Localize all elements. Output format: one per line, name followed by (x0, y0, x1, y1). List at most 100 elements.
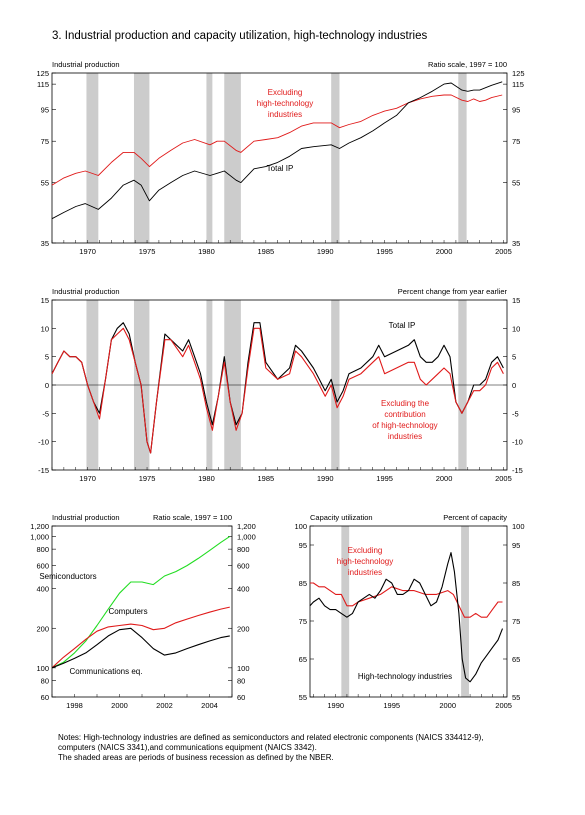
x-tick-label: 1990 (317, 247, 334, 256)
y-tick-label-left: 75 (41, 137, 49, 146)
scale-note: Ratio scale, 1997 = 100 (428, 60, 507, 69)
y-tick-label-left: 75 (299, 617, 307, 626)
series-annotation: Excluding (268, 88, 303, 97)
x-tick-label: 2000 (436, 474, 453, 483)
y-tick-label-right: 60 (237, 693, 245, 702)
recession-band (224, 73, 241, 243)
y-tick-label-right: 55 (512, 693, 520, 702)
y-tick-label-right: 15 (512, 296, 520, 305)
y-tick-label-left: 125 (36, 69, 49, 78)
y-tick-label-left: 100 (36, 664, 49, 673)
y-tick-label-left: 15 (41, 296, 49, 305)
y-tick-label-right: 1,200 (237, 522, 256, 531)
y-tick-label-right: 35 (512, 239, 520, 248)
scale-note: Ratio scale, 1997 = 100 (153, 513, 232, 522)
y-tick-label-left: 200 (36, 624, 49, 633)
y-tick-label-left: 800 (36, 545, 49, 554)
notes-line-1: Notes: High-technology industries are de… (58, 733, 484, 742)
y-tick-label-left: 0 (45, 381, 49, 390)
x-tick-label: 2000 (111, 701, 128, 710)
y-tick-label-right: -10 (512, 438, 523, 447)
recession-band (341, 526, 350, 697)
panel-title: Industrial production (52, 60, 120, 69)
x-tick-label: 1998 (66, 701, 83, 710)
x-tick-label: 2002 (156, 701, 173, 710)
series-line-1 (51, 81, 503, 220)
y-tick-label-right: 75 (512, 617, 520, 626)
scale-note: Percent change from year earlier (398, 287, 508, 296)
x-tick-label: 1980 (198, 474, 215, 483)
y-tick-label-left: -10 (38, 438, 49, 447)
x-tick-label: 1995 (376, 247, 393, 256)
recession-band (133, 73, 150, 243)
x-tick-label: 1975 (139, 247, 156, 256)
y-tick-label-right: 200 (237, 624, 250, 633)
y-tick-label-left: 85 (299, 579, 307, 588)
plot-frame (309, 525, 508, 698)
recession-band (461, 526, 469, 697)
series-annotation: Excluding the (381, 399, 430, 408)
x-tick-label: 1970 (79, 247, 96, 256)
series-annotation: industries (348, 568, 382, 577)
series-line-0 (51, 535, 231, 669)
panel-title: Industrial production (52, 287, 120, 296)
x-tick-label: 1985 (257, 247, 274, 256)
y-tick-label-left: 10 (41, 324, 49, 333)
x-tick-label: 1975 (139, 474, 156, 483)
x-tick-label: 2005 (495, 474, 512, 483)
y-tick-label-right: 100 (512, 522, 525, 531)
y-tick-label-left: 600 (36, 562, 49, 571)
y-tick-label-right: 1,000 (237, 532, 256, 541)
y-tick-label-left: 1,000 (30, 532, 49, 541)
series-annotation: Semiconductors (39, 572, 96, 581)
series-annotation: Total IP (267, 164, 294, 173)
panel4-group (309, 525, 508, 698)
x-tick-label: 2000 (439, 701, 456, 710)
series-line-0 (51, 322, 504, 454)
scale-note: Percent of capacity (443, 513, 507, 522)
x-tick-label: 2005 (495, 247, 512, 256)
panel-title: Industrial production (52, 513, 120, 522)
series-annotation: industries (388, 432, 422, 441)
y-tick-label-right: 400 (237, 585, 250, 594)
series-annotation: of high-technology (372, 421, 437, 430)
page-title: 3. Industrial production and capacity ut… (52, 30, 428, 42)
recession-band (458, 73, 467, 243)
series-annotation: industries (268, 110, 302, 119)
panel2-group (51, 299, 508, 471)
y-tick-label-right: 100 (237, 664, 250, 673)
x-tick-label: 1990 (327, 701, 344, 710)
y-tick-label-right: 10 (512, 324, 520, 333)
y-tick-label-right: 600 (237, 562, 250, 571)
x-tick-label: 1970 (79, 474, 96, 483)
series-annotation: Excluding (348, 546, 383, 555)
y-tick-label-left: 95 (299, 541, 307, 550)
y-tick-label-left: -15 (38, 466, 49, 475)
y-tick-label-right: 75 (512, 137, 520, 146)
y-tick-label-left: 65 (299, 655, 307, 664)
notes-line-3: The shaded areas are periods of business… (58, 753, 334, 762)
series-line-1 (51, 327, 504, 454)
panel1-group (51, 72, 508, 244)
series-line-1 (51, 606, 230, 669)
y-tick-label-right: 95 (512, 106, 520, 115)
y-tick-label-right: 95 (512, 541, 520, 550)
panel3-group (51, 525, 233, 698)
y-tick-label-right: 0 (512, 381, 516, 390)
series-annotation: high-technology (257, 99, 313, 108)
series-line-2 (51, 627, 230, 669)
x-tick-label: 1995 (376, 474, 393, 483)
series-annotation: Communications eq. (70, 667, 143, 676)
y-tick-label-right: 125 (512, 69, 525, 78)
y-tick-label-left: 55 (41, 179, 49, 188)
series-annotation: contribution (384, 410, 425, 419)
series-annotation: Computers (108, 607, 147, 616)
panel-title: Capacity utilization (310, 513, 373, 522)
y-tick-label-left: 5 (45, 353, 49, 362)
x-tick-label: 2004 (201, 701, 218, 710)
recession-band (86, 73, 99, 243)
y-tick-label-left: 35 (41, 239, 49, 248)
y-tick-label-right: 85 (512, 579, 520, 588)
y-tick-label-right: 800 (237, 545, 250, 554)
